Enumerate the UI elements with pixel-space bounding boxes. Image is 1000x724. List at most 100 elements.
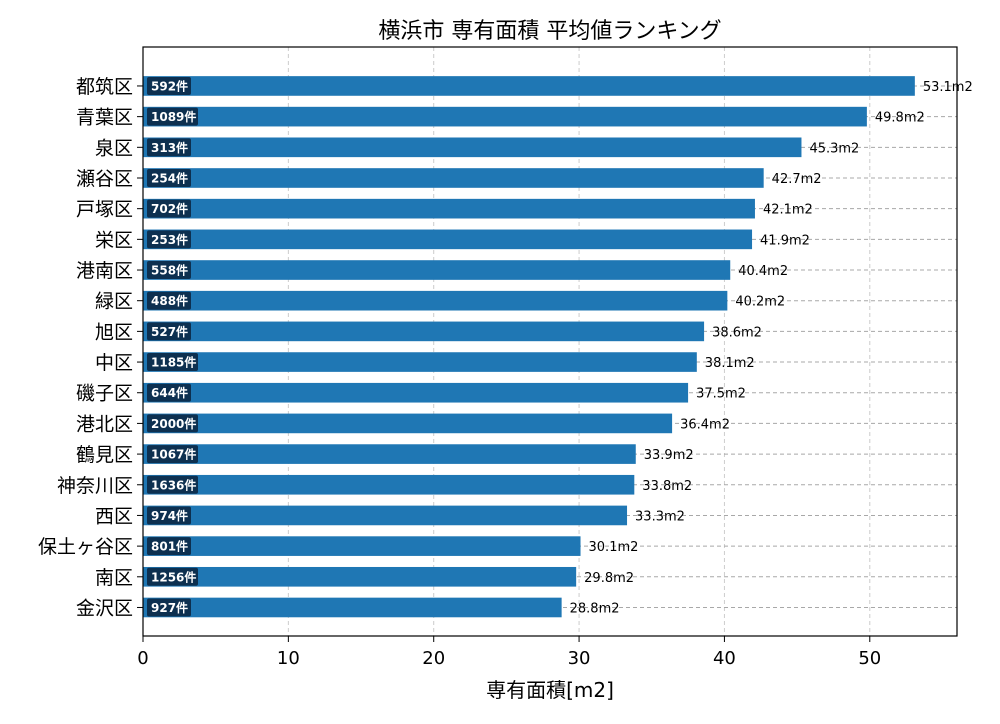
bar — [143, 106, 867, 127]
value-label: 42.7m2 — [772, 172, 822, 187]
bar — [143, 260, 731, 280]
y-tick-label: 港南区 — [76, 260, 133, 282]
x-tick-label: 20 — [422, 648, 445, 669]
x-tick-label: 50 — [858, 648, 881, 669]
y-tick-label: 戸塚区 — [76, 199, 133, 221]
y-tick-label: 青葉区 — [76, 107, 133, 129]
y-tick-label: 保土ヶ谷区 — [38, 536, 133, 558]
bar — [143, 382, 689, 403]
y-tick-label: 神奈川区 — [57, 475, 133, 497]
x-tick-label: 40 — [713, 648, 736, 669]
count-label: 644件 — [151, 385, 188, 400]
count-badge — [147, 414, 198, 433]
count-badge — [147, 107, 198, 126]
bar — [143, 198, 755, 219]
x-tick-label: 10 — [277, 648, 300, 669]
count-badge — [147, 168, 191, 187]
count-badge — [147, 383, 191, 402]
value-label: 40.4m2 — [738, 264, 788, 279]
count-badge — [147, 598, 191, 617]
count-badge — [147, 475, 198, 494]
y-tick-label: 南区 — [95, 567, 133, 589]
bar — [143, 321, 705, 342]
y-tick-label: 港北区 — [76, 413, 133, 435]
bar — [143, 566, 577, 587]
count-label: 801件 — [151, 539, 188, 554]
count-badge — [147, 567, 198, 586]
value-label: 36.4m2 — [680, 417, 730, 432]
x-tick-label: 30 — [568, 648, 591, 669]
chart-title: 横浜市 専有面積 平均値ランキング — [378, 19, 721, 44]
y-tick-label: 栄区 — [95, 229, 133, 251]
y-tick-label: 泉区 — [95, 137, 133, 159]
x-axis-label: 専有面積[m2] — [486, 678, 614, 702]
count-label: 1636件 — [151, 477, 196, 492]
count-badge — [147, 261, 191, 280]
y-tick-label: 瀬谷区 — [76, 168, 133, 190]
count-badge — [147, 353, 198, 372]
y-tick-label: 鶴見区 — [76, 444, 133, 466]
value-label: 42.1m2 — [763, 203, 813, 218]
value-label: 40.2m2 — [735, 295, 785, 310]
bar — [143, 290, 728, 311]
count-badge — [147, 230, 191, 249]
count-label: 254件 — [151, 170, 188, 185]
value-label: 33.3m2 — [635, 509, 685, 524]
bar — [143, 413, 673, 434]
plot-frame — [142, 46, 958, 637]
y-tick-label: 都筑区 — [76, 76, 133, 98]
bar — [143, 352, 697, 372]
count-label: 1089件 — [151, 109, 196, 124]
count-badge — [147, 506, 191, 525]
count-label: 1185件 — [151, 355, 196, 370]
bar — [143, 137, 802, 158]
y-tick-label: 中区 — [95, 352, 133, 374]
value-label: 41.9m2 — [760, 233, 810, 248]
value-label: 29.8m2 — [584, 571, 634, 586]
value-label: 38.1m2 — [705, 356, 755, 371]
y-tick-label: 旭区 — [95, 321, 133, 343]
count-label: 488件 — [151, 293, 188, 308]
count-label: 592件 — [151, 78, 188, 93]
count-badge — [147, 138, 191, 157]
y-tick-label: 磯子区 — [76, 383, 133, 405]
bar — [143, 76, 915, 96]
count-badge — [147, 76, 191, 95]
count-label: 702件 — [151, 201, 188, 216]
value-label: 33.8m2 — [642, 479, 692, 494]
value-label: 53.1m2 — [923, 80, 973, 95]
count-label: 1067件 — [151, 447, 196, 462]
count-badge — [147, 291, 191, 310]
y-tick-label: 金沢区 — [76, 597, 133, 619]
count-label: 253件 — [151, 232, 188, 247]
count-label: 927件 — [151, 600, 188, 615]
y-tick-label: 西区 — [95, 505, 133, 527]
value-label: 30.1m2 — [589, 540, 639, 555]
count-label: 2000件 — [151, 416, 196, 431]
y-tick-label: 緑区 — [95, 291, 133, 313]
count-badge — [147, 445, 198, 464]
bar — [143, 505, 628, 526]
bar — [143, 597, 562, 618]
bar — [143, 168, 764, 188]
value-label: 28.8m2 — [570, 601, 620, 616]
count-label: 974件 — [151, 508, 188, 523]
bar — [143, 536, 581, 556]
count-label: 1256件 — [151, 569, 196, 584]
x-tick-label: 0 — [137, 648, 148, 669]
bar — [143, 474, 635, 495]
axes: 都筑区青葉区泉区瀬谷区戸塚区栄区港南区緑区旭区中区磯子区港北区鶴見区神奈川区西区… — [38, 46, 958, 669]
value-label: 33.9m2 — [644, 448, 694, 463]
count-badge — [147, 537, 191, 556]
count-badge — [147, 199, 191, 218]
count-label: 527件 — [151, 324, 188, 339]
bars: 592件 53.1m2 1089件 49.8m2 313件 45.3m2 254件 42.7m… — [143, 76, 973, 618]
count-badge — [147, 322, 191, 341]
value-label: 45.3m2 — [809, 141, 859, 156]
value-label: 49.8m2 — [875, 111, 925, 126]
value-label: 38.6m2 — [712, 325, 762, 340]
count-label: 313件 — [151, 140, 188, 155]
value-label: 37.5m2 — [696, 387, 746, 402]
